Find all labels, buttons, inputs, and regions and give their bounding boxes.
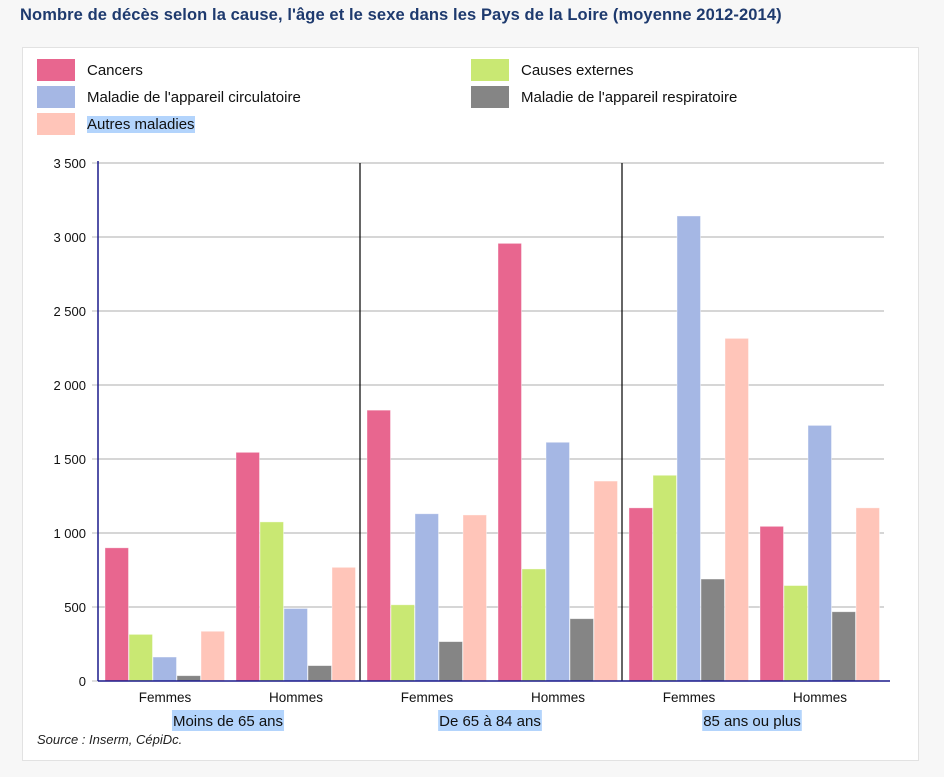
text-selection-highlight (171, 710, 285, 731)
bar (438, 641, 463, 682)
y-tick-label: 3 000 (53, 230, 86, 245)
y-tick-label: 2 000 (53, 378, 86, 393)
legend-label: Causes externes (521, 61, 634, 79)
bar (331, 566, 356, 682)
bar (176, 675, 201, 682)
x-group-label: Moins de 65 ans (173, 713, 283, 730)
bar (104, 547, 129, 682)
legend-swatch (37, 59, 75, 81)
legend-swatch (471, 86, 509, 108)
legend-label: Maladie de l'appareil circulatoire (87, 88, 301, 106)
legend-item-respiratoire[interactable]: Maladie de l'appareil respiratoire (471, 86, 737, 108)
text-selection-highlight (702, 710, 802, 731)
legend-item-cancers[interactable]: Cancers (37, 59, 143, 81)
bar (783, 585, 808, 682)
y-tick-label: 1 500 (53, 452, 86, 467)
x-group-label: 85 ans ou plus (703, 713, 801, 730)
bar (414, 513, 439, 682)
x-subcategory-label: Hommes (793, 690, 847, 705)
y-tick-label: 2 500 (53, 304, 86, 319)
legend-swatch (37, 86, 75, 108)
bar (283, 608, 308, 682)
bar (676, 215, 701, 682)
x-group-label: De 65 à 84 ans (439, 713, 541, 730)
bar (807, 425, 832, 682)
bar (390, 604, 415, 682)
y-tick-label: 1 000 (53, 526, 86, 541)
bar (652, 474, 677, 682)
bar (307, 665, 332, 682)
y-tick-label: 500 (64, 600, 86, 615)
bar (569, 618, 594, 682)
bar (724, 337, 749, 682)
bar (521, 568, 546, 682)
x-subcategory-label: Femmes (663, 690, 716, 705)
x-subcategory-label: Hommes (269, 690, 323, 705)
bar (259, 521, 284, 682)
bar (700, 578, 725, 682)
chart-title: Nombre de décès selon la cause, l'âge et… (20, 6, 782, 24)
bar (497, 242, 522, 682)
bar (759, 525, 784, 682)
bar (366, 409, 391, 682)
x-subcategory-label: Femmes (139, 690, 192, 705)
legend-label: Autres maladies (87, 115, 195, 133)
bar (593, 480, 618, 682)
y-tick-label: 0 (79, 674, 86, 689)
legend-item-causes-externes[interactable]: Causes externes (471, 59, 634, 81)
bar (628, 507, 653, 682)
bar (200, 630, 225, 682)
legend-swatch (37, 113, 75, 135)
legend-item-circulatoire[interactable]: Maladie de l'appareil circulatoire (37, 86, 301, 108)
legend-swatch (471, 59, 509, 81)
bar (831, 611, 856, 682)
bar (462, 514, 487, 682)
bar (235, 451, 260, 682)
source-note: Source : Inserm, CépiDc. (37, 732, 183, 747)
text-selection-highlight (438, 710, 542, 731)
x-subcategory-label: Femmes (401, 690, 454, 705)
legend-label: Cancers (87, 61, 143, 79)
bar (152, 656, 177, 682)
bar (545, 441, 570, 682)
bar (855, 507, 880, 682)
legend-item-autres-maladies[interactable]: Autres maladies (37, 113, 195, 135)
y-tick-label: 3 500 (53, 156, 86, 171)
x-subcategory-label: Hommes (531, 690, 585, 705)
bar (128, 633, 153, 682)
legend-label: Maladie de l'appareil respiratoire (521, 88, 738, 106)
